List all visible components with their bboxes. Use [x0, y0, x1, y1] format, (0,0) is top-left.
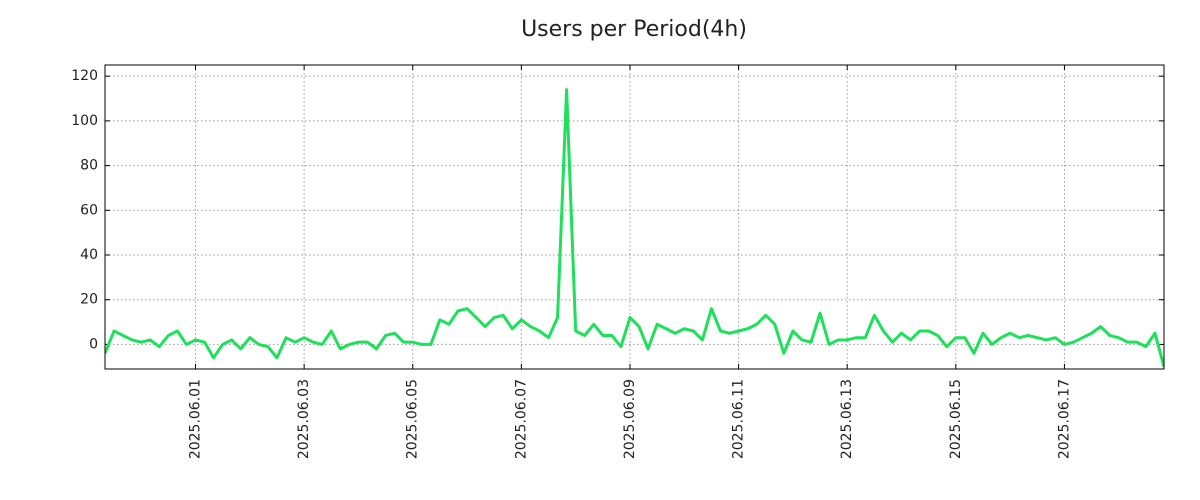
y-tick-label: 40 [80, 247, 98, 263]
x-tick-label: 2025.06.11 [731, 379, 747, 459]
x-tick-label: 2025.06.09 [622, 379, 638, 459]
x-tick-label: 2025.06.07 [513, 379, 529, 459]
x-tick-label: 2025.06.17 [1056, 379, 1072, 459]
plot-frame [104, 64, 1165, 370]
y-tick-label: 0 [89, 336, 98, 352]
y-tick-label: 100 [71, 113, 98, 129]
y-tick-label: 120 [71, 68, 98, 84]
data-line [105, 88, 1164, 368]
x-tick-label: 2025.06.15 [948, 379, 964, 459]
x-tick-label: 2025.06.13 [839, 379, 855, 459]
x-tick-label: 2025.06.05 [405, 379, 421, 459]
x-tick-label: 2025.06.03 [296, 379, 312, 459]
y-tick-label: 60 [80, 202, 98, 218]
y-tick-label: 20 [80, 292, 98, 308]
x-tick-label: 2025.06.01 [188, 379, 204, 459]
y-tick-label: 80 [80, 158, 98, 174]
chart-title: Users per Period(4h) [521, 17, 747, 42]
